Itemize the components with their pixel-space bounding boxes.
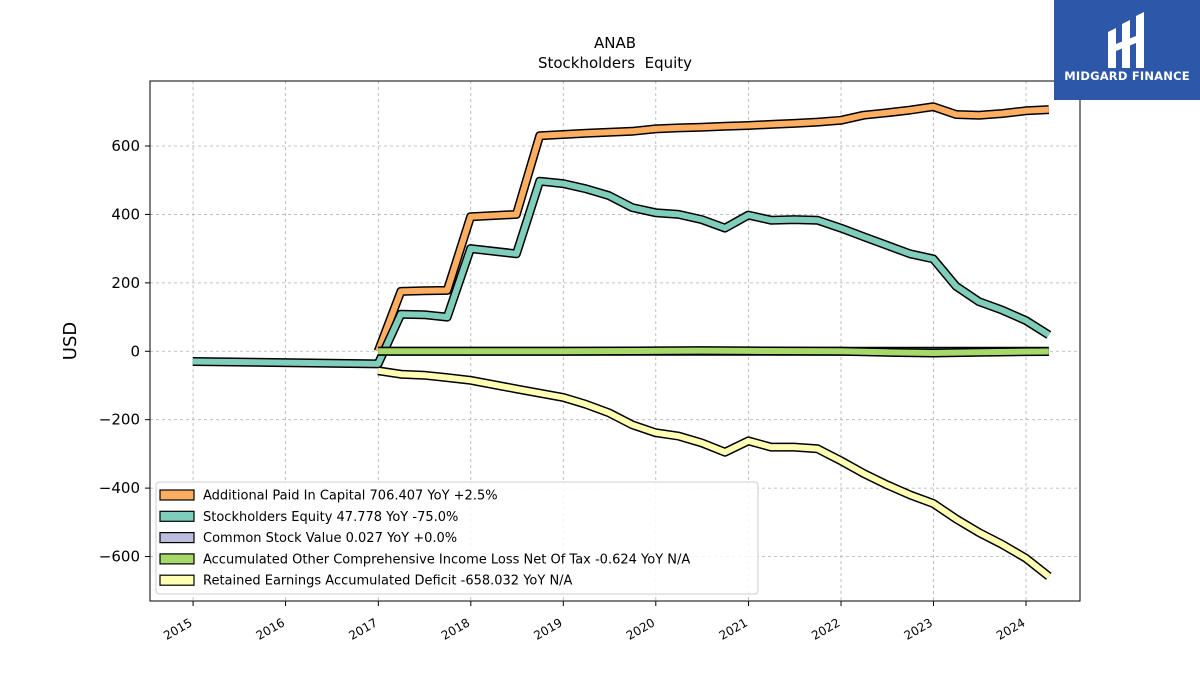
legend-swatch — [159, 489, 195, 501]
legend-label: Common Stock Value 0.027 YoY +0.0% — [203, 531, 457, 546]
chart-subtitle: Stockholders Equity — [538, 54, 692, 72]
x-tick-label: 2019 — [531, 615, 564, 642]
legend-label: Accumulated Other Comprehensive Income L… — [203, 552, 690, 567]
x-tick-label: 2023 — [902, 615, 935, 642]
legend-label: Retained Earnings Accumulated Deficit -6… — [203, 574, 573, 589]
legend-swatch — [159, 510, 195, 522]
y-tick-label: 0 — [130, 342, 140, 360]
series-line-outline — [192, 176, 1052, 369]
x-tick-label: 2017 — [346, 615, 379, 642]
x-tick-label: 2018 — [439, 615, 472, 642]
series-line — [377, 366, 1052, 580]
series-line-core — [377, 367, 1051, 579]
x-tick-label: 2024 — [994, 615, 1027, 642]
x-tick-label: 2015 — [161, 615, 194, 642]
plot-frame — [149, 80, 1081, 602]
x-tick-label: 2021 — [717, 615, 750, 642]
x-tick-label: 2022 — [809, 615, 842, 642]
legend-swatch — [159, 553, 195, 565]
chart-title: ANAB — [594, 34, 636, 52]
y-tick-label: 400 — [111, 205, 140, 223]
legend-label: Additional Paid In Capital 706.407 YoY +… — [203, 489, 498, 504]
x-tick-label: 2020 — [624, 615, 657, 642]
logo-text: MIDGARD FINANCE — [1064, 69, 1190, 83]
series-line — [192, 176, 1052, 369]
y-tick-label: −200 — [99, 411, 140, 429]
y-tick-label: 200 — [111, 274, 140, 292]
series-line-core — [192, 178, 1051, 367]
y-axis-label: USD — [60, 322, 81, 360]
legend-swatch — [159, 531, 195, 544]
series-line-outline — [373, 102, 1050, 353]
y-tick-label: −600 — [99, 548, 140, 566]
series-line-core — [378, 347, 1049, 356]
series-layer — [192, 102, 1052, 580]
legend-swatch — [159, 574, 195, 586]
legend-frame — [155, 481, 759, 595]
series-line — [373, 102, 1050, 353]
legend: Additional Paid In Capital 706.407 YoY +… — [155, 481, 759, 595]
legend-label: Stockholders Equity 47.778 YoY -75.0% — [203, 510, 458, 525]
y-tick-label: −400 — [99, 479, 140, 497]
series-line — [378, 346, 1049, 358]
series-line-core — [375, 103, 1049, 353]
midgard-logo-icon — [1108, 12, 1144, 68]
midgard-finance-logo: MIDGARD FINANCE — [1054, 0, 1200, 100]
x-tick-label: 2016 — [254, 615, 287, 642]
y-tick-label: 600 — [111, 137, 140, 155]
